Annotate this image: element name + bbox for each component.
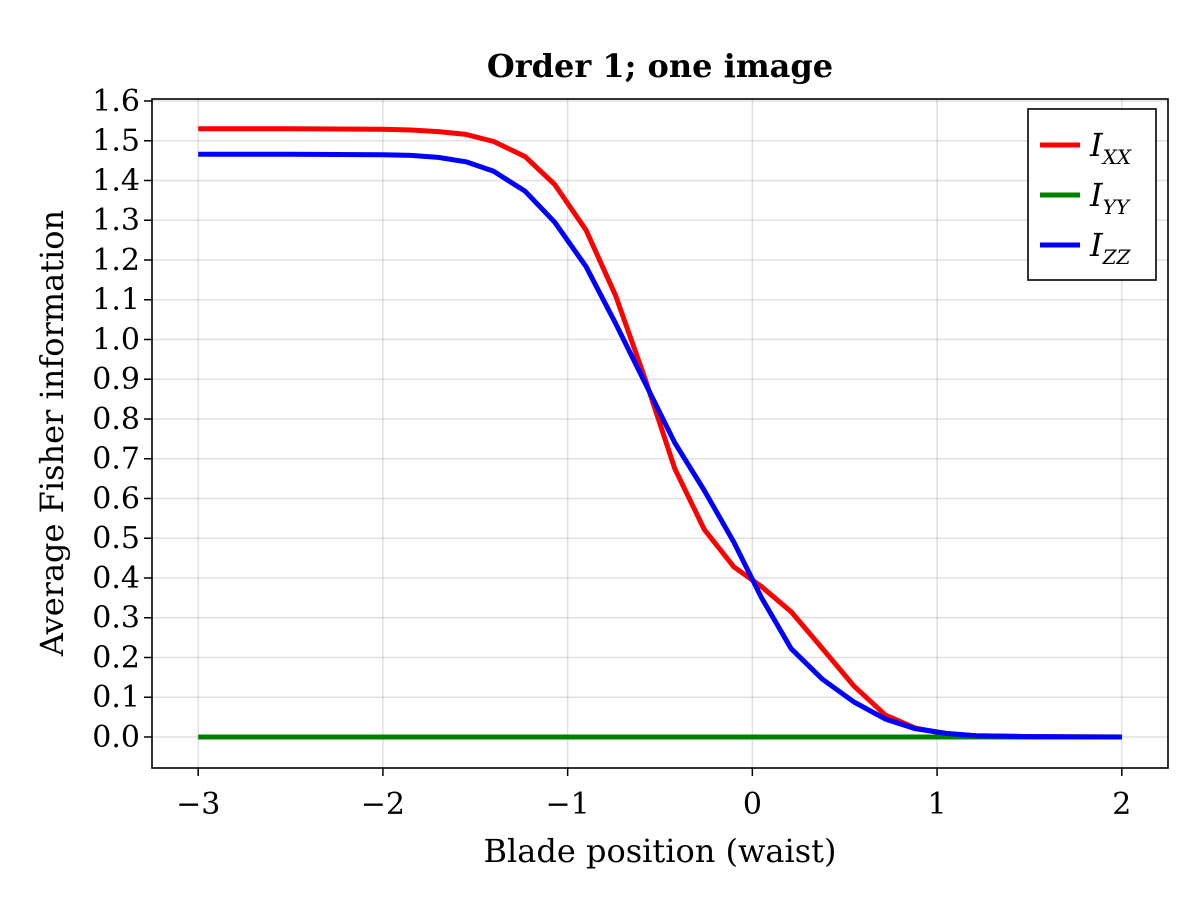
y-tick-label: 0.2	[92, 640, 140, 675]
series-line-zz	[198, 151, 1122, 740]
x-tick-label: −3	[176, 787, 220, 822]
y-tick-label: 0.8	[92, 402, 140, 437]
x-tick-label: 2	[1112, 787, 1131, 822]
y-tick-label: 0.9	[92, 362, 140, 397]
y-tick-label: 1.6	[92, 84, 140, 119]
x-tick-label: −2	[361, 787, 405, 822]
y-axis-label: Average Fisher information	[33, 210, 71, 657]
axis-ticks: −3 −2 −1 0 1 2 0.0 0.1 0.2 0.3 0.4 0.5 0.6 0.7 0.8 0.9 1…	[92, 84, 1131, 822]
y-tick-label: 0.5	[92, 521, 140, 556]
y-tick-label: 1.1	[92, 283, 140, 318]
x-tick-label: 0	[743, 787, 762, 822]
y-tick-label: 0.1	[92, 680, 140, 715]
series-layer	[198, 126, 1122, 740]
legend-label-zz: IZZ	[1089, 226, 1132, 269]
y-tick-label: 1.2	[92, 243, 140, 278]
y-tick-label: 0.6	[92, 481, 140, 516]
y-tick-label: 1.3	[92, 203, 140, 238]
y-tick-label: 1.4	[92, 163, 140, 198]
y-tick-label: 1.0	[92, 322, 140, 357]
legend-label-subscript: ZZ	[1102, 245, 1132, 269]
y-tick-label: 0.3	[92, 601, 140, 636]
legend-label-yy: IYY	[1089, 176, 1131, 219]
legend-label-subscript: XX	[1101, 145, 1132, 169]
y-tick-label: 0.7	[92, 442, 140, 477]
x-tick-label: −1	[546, 787, 590, 822]
legend-label-xx: IXX	[1089, 126, 1132, 169]
legend-label-main: I	[1089, 126, 1104, 164]
y-tick-label: 0.4	[92, 561, 140, 596]
legend-label-subscript: YY	[1103, 195, 1131, 219]
y-tick-label: 1.5	[92, 124, 140, 159]
y-tick-label: 0.0	[92, 720, 140, 755]
chart-title: Order 1; one image	[487, 47, 833, 85]
plot-frame	[151, 98, 1169, 769]
x-axis-label: Blade position (waist)	[484, 832, 837, 870]
legend-label-main: I	[1089, 226, 1104, 264]
legend-label-main: I	[1089, 176, 1104, 214]
x-tick-label: 1	[928, 787, 947, 822]
